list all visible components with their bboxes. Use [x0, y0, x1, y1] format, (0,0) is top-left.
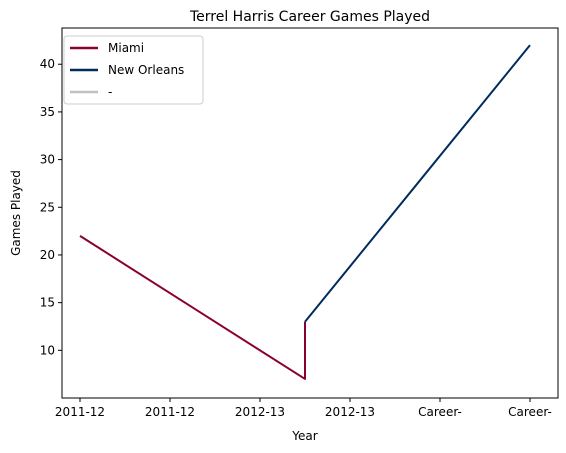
x-tick-label: Career- [418, 405, 462, 419]
y-tick-label: 10 [40, 343, 55, 357]
x-axis-label: Year [291, 429, 317, 443]
y-tick-label: 20 [40, 248, 55, 262]
legend: Miami New Orleans - [63, 35, 204, 105]
y-tick-label: 40 [40, 57, 55, 71]
x-tick-label: 2011-12 [55, 405, 105, 419]
y-axis-ticks: 10 15 20 25 30 35 40 [40, 57, 62, 357]
x-tick-label: 2011-12 [145, 405, 195, 419]
legend-label: New Orleans [108, 63, 184, 77]
plot-frame [61, 27, 559, 399]
legend-label: Miami [108, 41, 144, 55]
legend-label: - [108, 85, 112, 99]
x-axis-ticks: 2011-12 2011-12 2012-13 2012-13 Career- Caree… [55, 398, 552, 419]
x-tick-label: 2012-13 [325, 405, 375, 419]
y-tick-label: 25 [40, 200, 55, 214]
chart-title: Terrel Harris Career Games Played [189, 9, 430, 25]
series-line-0 [79, 235, 306, 380]
legend-box [63, 35, 204, 105]
y-tick-label: 35 [40, 105, 55, 119]
x-tick-label: 2012-13 [235, 405, 285, 419]
series-line-1 [304, 44, 531, 323]
y-axis-label: Games Played [9, 170, 23, 256]
series-lines [79, 44, 531, 380]
y-tick-label: 30 [40, 153, 55, 167]
x-tick-label: Career- [508, 405, 552, 419]
y-tick-label: 15 [40, 296, 55, 310]
